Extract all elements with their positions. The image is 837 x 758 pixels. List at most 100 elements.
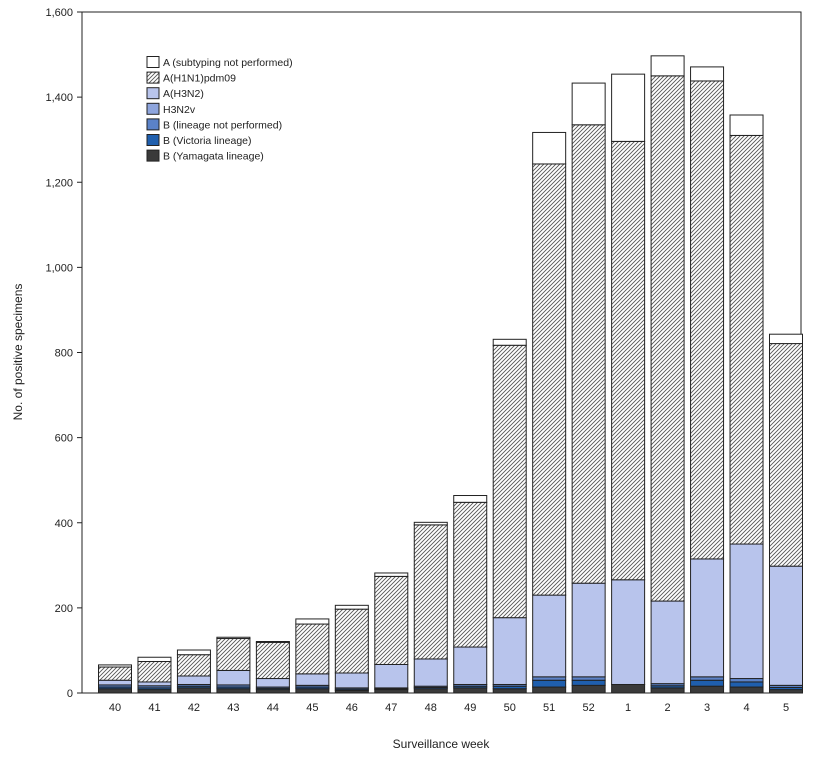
x-tick-label: 49: [464, 702, 476, 714]
bar-segment: [729, 543, 764, 680]
bar-segment: [255, 640, 290, 643]
bar-segment: [374, 663, 409, 689]
bar-segment: [650, 600, 685, 685]
bar-segment: [413, 688, 448, 694]
y-tick-label: 600: [55, 433, 73, 445]
y-tick-label: 1,200: [45, 177, 73, 189]
y-axis: 0 200 400 600 800 1,000 1,200 1,400 1,600: [45, 7, 82, 700]
x-tick-label: 46: [346, 702, 358, 714]
bar-segment: [334, 608, 369, 674]
bar-segment: [216, 636, 251, 640]
x-tick-label: 4: [743, 702, 749, 714]
bar-segment: [769, 343, 803, 567]
bar-stack: [255, 640, 290, 694]
y-axis-title: No. of positive specimens: [11, 284, 25, 421]
bar-stack: [611, 73, 646, 694]
bar-segment: [255, 641, 290, 680]
y-tick-label: 1,600: [45, 7, 73, 19]
bar-segment: [571, 582, 606, 678]
bar-stack: [295, 618, 330, 694]
bar-segment: [690, 676, 725, 681]
bar-segment: [334, 672, 369, 689]
bar-segment: [690, 66, 725, 82]
bar-segment: [532, 163, 567, 596]
bar-segment: [295, 618, 330, 625]
legend-label: A (subtyping not performed): [163, 57, 293, 69]
bar-stack: [453, 495, 488, 694]
x-tick-label: 44: [267, 702, 279, 714]
bar-stack: [216, 636, 251, 694]
legend-swatch: [146, 56, 160, 68]
bar-segment: [334, 604, 369, 610]
legend-swatch: [146, 118, 160, 131]
bar-segment: [492, 688, 527, 694]
y-tick-label: 0: [67, 688, 73, 700]
bar-segment: [374, 572, 409, 577]
bar-segment: [453, 646, 488, 685]
bar-stack: [176, 649, 211, 694]
bar-segment: [374, 689, 409, 694]
legend-label: B (Victoria lineage): [163, 135, 252, 147]
bar-segment: [532, 686, 567, 694]
legend-label: H3N2v: [163, 104, 196, 116]
x-tick-label: 47: [385, 702, 397, 714]
x-tick-label: 3: [704, 702, 710, 714]
bar-segment: [176, 649, 211, 656]
legend-swatch: [146, 134, 160, 146]
bar-segment: [492, 338, 527, 346]
bar-stack: [492, 338, 527, 694]
bar-segment: [611, 683, 646, 694]
x-tick-label: 42: [188, 702, 200, 714]
bar-segment: [492, 617, 527, 685]
bar-segment: [571, 679, 606, 686]
y-tick-label: 200: [55, 603, 73, 615]
legend-swatch: [146, 71, 160, 84]
bar-segment: [571, 676, 606, 681]
x-tick-label: 41: [148, 702, 160, 714]
bar-segment: [650, 55, 685, 77]
legend-label: A(H3N2): [163, 88, 204, 100]
bar-segment: [176, 687, 211, 694]
bar-segment: [98, 688, 132, 694]
bar-segment: [413, 658, 448, 687]
x-tick-label: 51: [543, 702, 555, 714]
bar-segment: [295, 673, 330, 686]
bar-segment: [611, 579, 646, 685]
y-tick-label: 800: [55, 348, 73, 360]
bar-segment: [176, 654, 211, 677]
bar-segment: [532, 594, 567, 678]
bar-stack: [413, 521, 448, 694]
y-tick-label: 1,400: [45, 92, 73, 104]
bar-segment: [492, 344, 527, 619]
bar-segment: [98, 666, 132, 681]
legend-label: B (Yamagata lineage): [163, 151, 264, 163]
x-tick-label: 48: [425, 702, 437, 714]
legend-swatch: [146, 87, 160, 100]
bar-segment: [137, 689, 172, 694]
bar-segment: [413, 524, 448, 660]
x-tick-label: 40: [109, 702, 121, 714]
bar-segment: [137, 661, 172, 683]
bar-stack: [532, 131, 567, 694]
bar-segment: [769, 565, 803, 686]
bar-segment: [729, 114, 764, 136]
bar-segment: [98, 664, 132, 668]
legend-label: A(H1N1)pdm09: [163, 73, 236, 85]
bar-segment: [571, 82, 606, 126]
bar-stacks: [98, 55, 803, 694]
bar-stack: [650, 55, 685, 694]
bar-segment: [295, 688, 330, 694]
bar-segment: [571, 684, 606, 694]
y-tick-label: 400: [55, 518, 73, 530]
bar-segment: [611, 73, 646, 142]
bar-segment: [769, 333, 803, 345]
bar-segment: [690, 685, 725, 694]
bar-segment: [729, 686, 764, 694]
bar-segment: [650, 687, 685, 694]
bar-segment: [295, 623, 330, 675]
bar-segment: [690, 679, 725, 687]
y-tick-label: 1,000: [45, 262, 73, 274]
bar-segment: [690, 558, 725, 678]
bar-segment: [216, 688, 251, 694]
